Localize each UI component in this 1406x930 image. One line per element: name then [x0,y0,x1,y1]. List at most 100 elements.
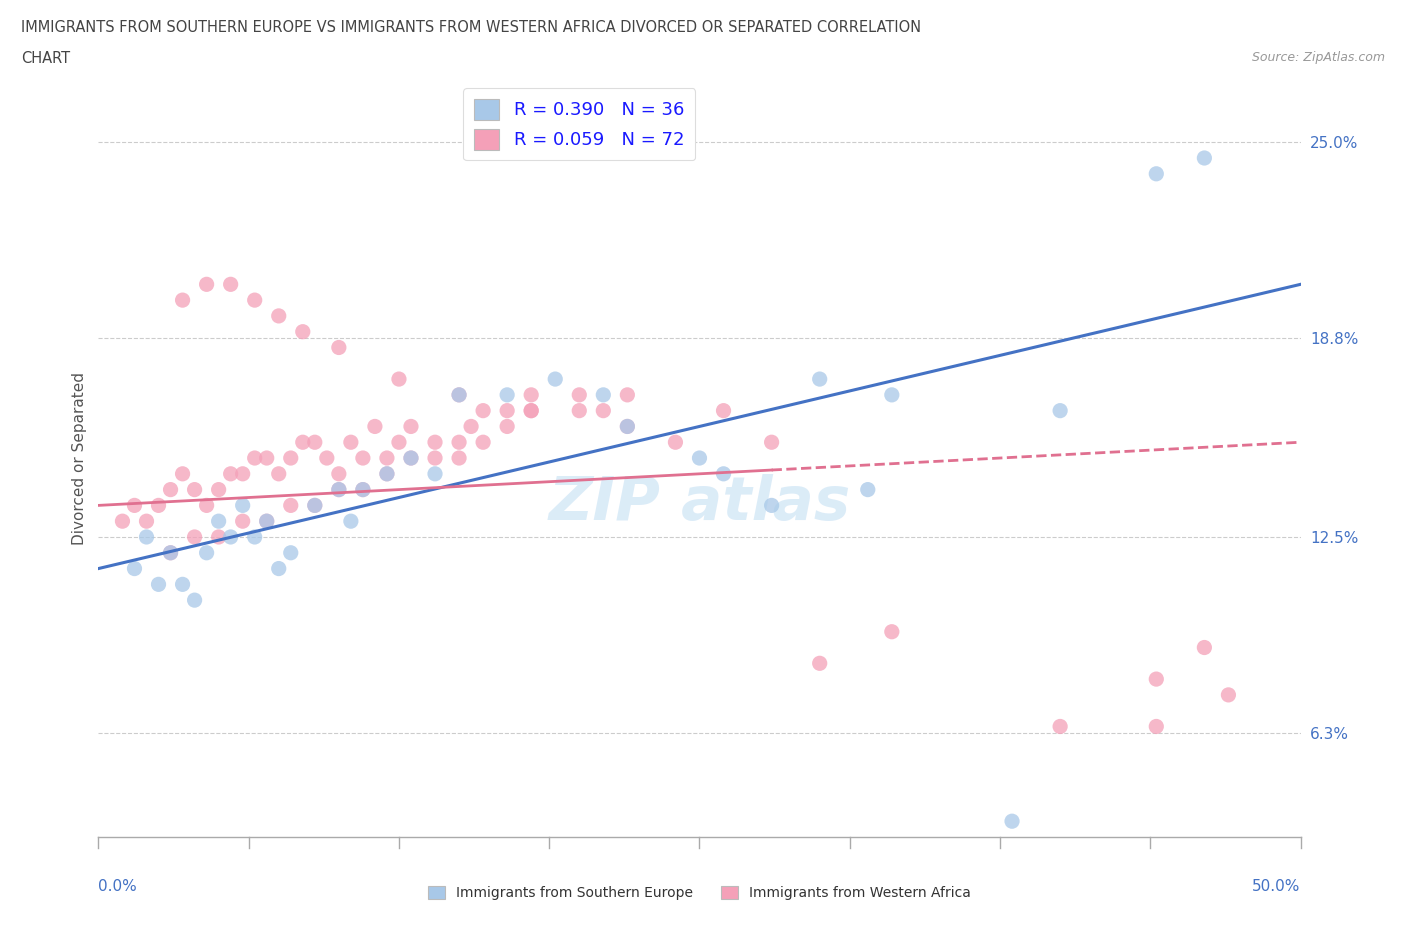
Point [1218,687,1240,702]
Point [315,451,337,466]
Point [267,561,290,576]
Point [472,404,495,418]
Point [808,656,831,671]
Point [399,451,422,466]
Text: IMMIGRANTS FROM SOUTHERN EUROPE VS IMMIGRANTS FROM WESTERN AFRICA DIVORCED OR SE: IMMIGRANTS FROM SOUTHERN EUROPE VS IMMIG… [21,20,921,35]
Point [880,388,903,403]
Point [172,293,194,308]
Point [544,372,567,387]
Point [447,451,470,466]
Point [568,404,591,418]
Point [352,451,374,466]
Point [159,545,181,560]
Point [328,482,350,497]
Point [713,404,735,418]
Point [761,435,783,450]
Point [280,545,302,560]
Point [291,435,314,450]
Point [232,513,254,528]
Point [328,466,350,481]
Point [183,482,205,497]
Point [880,624,903,639]
Point [616,419,638,434]
Point [256,451,278,466]
Point [291,325,314,339]
Point [808,372,831,387]
Point [592,404,614,418]
Point [183,529,205,544]
Point [232,466,254,481]
Point [375,451,398,466]
Point [1194,151,1216,166]
Point [447,388,470,403]
Text: CHART: CHART [21,51,70,66]
Point [713,466,735,481]
Point [375,466,398,481]
Point [219,277,242,292]
Point [208,482,231,497]
Point [375,466,398,481]
Point [159,482,181,497]
Point [496,404,519,418]
Point [447,388,470,403]
Point [460,419,482,434]
Point [592,388,614,403]
Point [256,513,278,528]
Text: Source: ZipAtlas.com: Source: ZipAtlas.com [1251,51,1385,64]
Point [1049,719,1071,734]
Point [664,435,686,450]
Point [111,513,134,528]
Point [124,561,146,576]
Point [496,419,519,434]
Point [243,451,266,466]
Point [447,435,470,450]
Point [159,545,181,560]
Point [364,419,387,434]
Point [172,466,194,481]
Point [195,545,218,560]
Point [688,451,710,466]
Point [124,498,146,512]
Point [304,435,326,450]
Point [148,498,170,512]
Point [304,498,326,512]
Point [352,482,374,497]
Point [388,435,411,450]
Point [1144,719,1167,734]
Point [280,451,302,466]
Point [388,372,411,387]
Point [340,435,363,450]
Point [148,577,170,591]
Point [1144,671,1167,686]
Point [761,498,783,512]
Point [208,513,231,528]
Point [616,388,638,403]
Point [183,592,205,607]
Text: 0.0%: 0.0% [98,879,138,894]
Point [399,451,422,466]
Point [135,513,157,528]
Point [423,466,446,481]
Point [328,340,350,355]
Point [423,435,446,450]
Text: ZIP atlas: ZIP atlas [548,474,851,533]
Point [856,482,879,497]
Point [195,498,218,512]
Text: 50.0%: 50.0% [1253,879,1301,894]
Point [267,466,290,481]
Point [1001,814,1024,829]
Point [520,388,543,403]
Point [520,404,543,418]
Point [496,388,519,403]
Point [232,498,254,512]
Point [328,482,350,497]
Point [208,529,231,544]
Point [243,293,266,308]
Point [267,309,290,324]
Point [616,419,638,434]
Point [1194,640,1216,655]
Legend: Immigrants from Southern Europe, Immigrants from Western Africa: Immigrants from Southern Europe, Immigra… [423,881,976,906]
Point [280,498,302,512]
Point [472,435,495,450]
Point [568,388,591,403]
